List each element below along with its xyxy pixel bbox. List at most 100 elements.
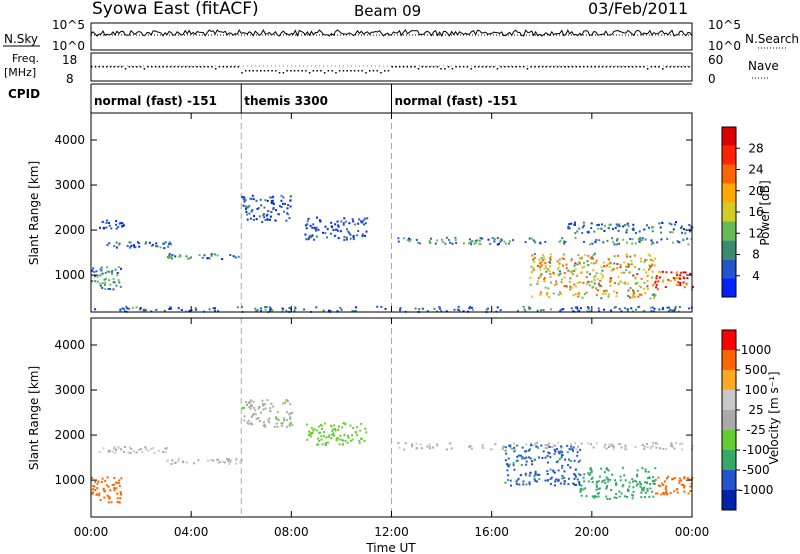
echo-cell <box>531 237 534 240</box>
echo-cell <box>531 295 533 298</box>
echo-cell <box>342 223 345 226</box>
echo-cell <box>624 479 627 482</box>
echo-cell <box>490 448 493 451</box>
echo-cell <box>251 423 254 426</box>
echo-cell <box>593 230 596 233</box>
freq-point <box>485 66 487 68</box>
freq-point <box>372 70 375 72</box>
echo-cell <box>586 310 589 313</box>
echo-cell <box>552 272 555 275</box>
echo-cell <box>621 485 624 488</box>
echo-cell <box>264 407 267 410</box>
freq-point <box>369 70 371 72</box>
echo-cell <box>428 447 431 450</box>
echo-cell <box>322 231 324 234</box>
echo-cell <box>579 262 581 265</box>
echo-cell <box>115 481 118 484</box>
echo-cell <box>549 261 552 264</box>
echo-cell <box>647 470 650 473</box>
colorbar-tick-label: 20 <box>748 184 763 198</box>
echo-cell <box>640 277 643 280</box>
echo-cell <box>643 445 646 448</box>
echo-cell <box>335 439 338 442</box>
echo-cell <box>328 434 331 437</box>
echo-cell <box>255 310 258 313</box>
echo-cell <box>548 257 551 260</box>
echo-cell <box>269 215 272 218</box>
echo-cell <box>150 244 153 247</box>
echo-cell <box>241 406 244 409</box>
echo-cell <box>496 243 499 246</box>
echo-cell <box>571 482 574 485</box>
echo-cell <box>615 482 618 485</box>
echo-cell <box>538 262 541 265</box>
echo-cell <box>641 444 644 446</box>
echo-cell <box>325 442 328 444</box>
echo-cell <box>575 475 577 478</box>
freq-point <box>327 70 330 72</box>
echo-cell <box>625 228 628 231</box>
echo-cell <box>343 235 346 238</box>
echo-cell <box>163 247 166 250</box>
echo-cell <box>576 263 579 266</box>
echo-cell <box>674 305 677 308</box>
echo-cell <box>555 478 558 481</box>
echo-cell <box>448 238 450 241</box>
echo-cell <box>111 484 114 486</box>
echo-cell <box>113 477 116 479</box>
freq-point <box>440 68 442 70</box>
echo-cell <box>106 494 109 497</box>
freq-point <box>222 66 224 68</box>
echo-cell <box>126 307 129 310</box>
echo-cell <box>618 225 621 228</box>
echo-cell <box>581 232 584 234</box>
freq-point <box>338 70 341 72</box>
echo-cell <box>132 244 135 247</box>
echo-cell <box>308 430 311 433</box>
echo-cell <box>399 309 402 312</box>
echo-cell <box>312 429 315 432</box>
echo-cell <box>571 448 574 451</box>
echo-cell <box>242 204 245 207</box>
echo-cell <box>624 444 627 447</box>
echo-cell <box>692 285 694 288</box>
echo-cell <box>245 205 248 208</box>
echo-cell <box>558 258 561 261</box>
echo-cell <box>549 456 552 459</box>
echo-cell <box>640 491 643 494</box>
echo-cell <box>592 446 595 449</box>
echo-cell <box>144 446 147 449</box>
echo-cell <box>618 495 621 498</box>
freq-point <box>256 70 258 72</box>
echo-cell <box>643 486 645 489</box>
echo-cell <box>607 295 610 298</box>
echo-cell <box>646 489 649 492</box>
echo-cell <box>554 449 557 452</box>
echo-cell <box>156 245 159 248</box>
echo-cell <box>643 228 646 231</box>
echo-cell <box>528 456 531 459</box>
echo-cell <box>429 237 432 240</box>
freq-point <box>316 70 318 72</box>
echo-cell <box>259 420 261 422</box>
echo-cell <box>533 253 536 256</box>
echo-cell <box>587 480 590 483</box>
echo-cell <box>338 438 341 441</box>
echo-cell <box>468 445 471 448</box>
echo-cell <box>332 229 335 231</box>
echo-cell <box>168 242 171 245</box>
echo-cell <box>609 284 612 287</box>
echo-cell <box>103 496 106 499</box>
echo-cell <box>107 501 110 504</box>
x-tick-label: 04:00 <box>174 525 209 539</box>
echo-cell <box>551 446 554 449</box>
echo-cell <box>594 241 597 244</box>
freq-point <box>342 70 345 72</box>
echo-cell <box>338 425 340 428</box>
echo-cell <box>620 492 623 495</box>
beam-title: Beam 09 <box>354 2 421 20</box>
echo-cell <box>517 477 520 480</box>
echo-cell <box>544 447 547 449</box>
echo-cell <box>164 241 167 244</box>
echo-cell <box>358 218 361 221</box>
